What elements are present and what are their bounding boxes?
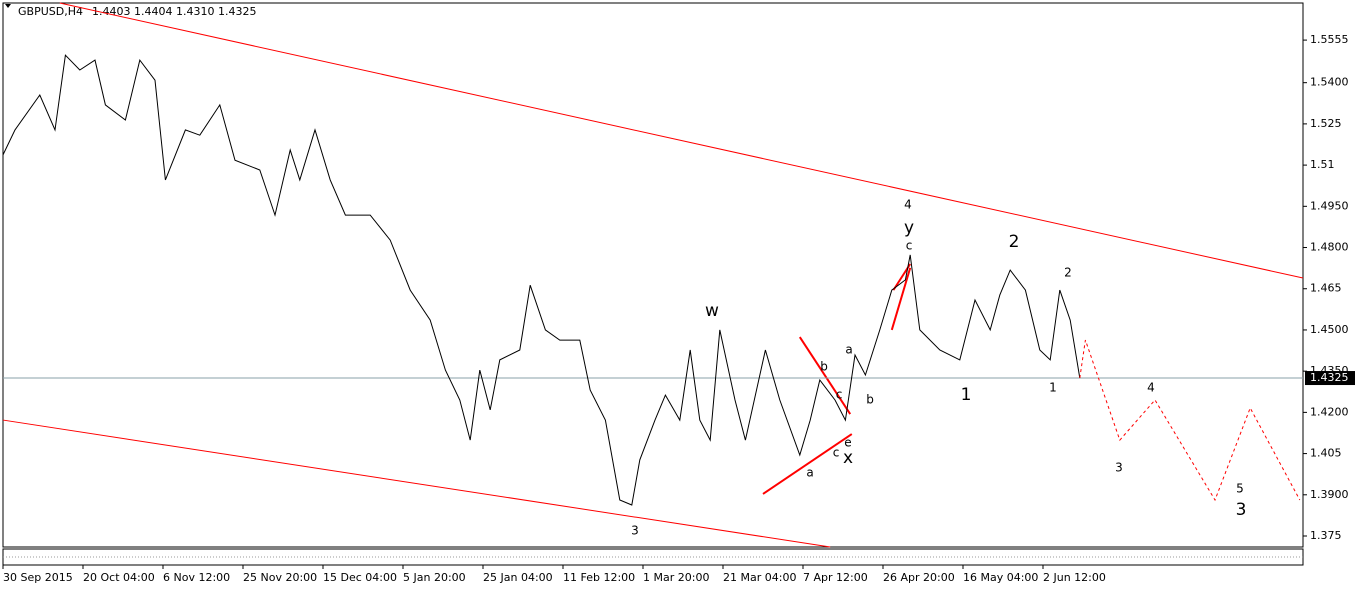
- trendline: [798, 336, 852, 415]
- wave-label: 5: [1236, 482, 1244, 496]
- x-tick-label: 25 Nov 20:00: [243, 571, 317, 584]
- y-tick-label: 1.4200: [1310, 405, 1349, 418]
- wave-label: 3: [631, 524, 639, 538]
- x-tick-label: 15 Dec 04:00: [323, 571, 397, 584]
- x-tick-label: 6 Nov 12:00: [163, 571, 230, 584]
- y-tick-label: 1.51: [1310, 158, 1335, 171]
- y-tick-label: 1.525: [1310, 117, 1342, 130]
- wave-label: b: [866, 393, 874, 407]
- x-tick-label: 16 May 04:00: [963, 571, 1038, 584]
- wave-label: 4: [1147, 381, 1155, 395]
- wave-label: 1: [1049, 381, 1057, 395]
- trendline: [890, 267, 912, 331]
- last-price-box: [1305, 371, 1355, 386]
- wave-label: c: [836, 388, 843, 402]
- y-tick-label: 1.4800: [1310, 241, 1349, 254]
- trendline: [762, 433, 853, 495]
- x-tick-label: 5 Jan 20:00: [403, 571, 466, 584]
- wave-label: 2: [1064, 266, 1072, 280]
- wave-label: 3: [1115, 461, 1123, 475]
- wave-label: 1: [961, 385, 972, 405]
- trendline: [2, 419, 831, 548]
- x-tick-label: 30 Sep 2015: [3, 571, 73, 584]
- wave-label: b: [820, 360, 828, 374]
- x-tick-label: 2 Jun 12:00: [1043, 571, 1106, 584]
- wave-label: e: [844, 436, 851, 450]
- y-tick-label: 1.5400: [1310, 76, 1349, 89]
- wave-label: 4: [904, 198, 912, 212]
- last-price-label: 1.4325: [1310, 371, 1349, 384]
- trendline: [59, 2, 1304, 279]
- x-tick-label: 11 Feb 12:00: [563, 571, 635, 584]
- x-tick-label: 20 Oct 04:00: [83, 571, 155, 584]
- wave-label: y: [904, 218, 914, 238]
- y-tick-label: 1.3900: [1310, 488, 1349, 501]
- symbol-title: GBPUSD,H4: [18, 5, 83, 18]
- plot-frame: [2, 2, 1304, 548]
- menu-arrow[interactable]: [5, 4, 11, 8]
- wave-label: x: [843, 448, 853, 468]
- y-tick-label: 1.405: [1310, 447, 1342, 460]
- wave-label: 2: [1009, 232, 1020, 252]
- x-tick-label: 7 Apr 12:00: [803, 571, 868, 584]
- wave-label: 3: [1236, 500, 1247, 520]
- wave-label: a: [845, 343, 852, 357]
- wave-label: c: [833, 446, 840, 460]
- wave-label: w: [705, 301, 719, 321]
- y-tick-label: 1.5555: [1310, 33, 1349, 46]
- y-tick-label: 1.465: [1310, 282, 1342, 295]
- wave-label: a: [806, 466, 813, 480]
- wave-label: c: [906, 239, 913, 253]
- price-line: [2, 54, 1081, 506]
- x-tick-label: 26 Apr 20:00: [883, 571, 955, 584]
- y-tick-label: 1.375: [1310, 529, 1342, 542]
- x-tick-label: 25 Jan 04:00: [483, 571, 553, 584]
- price-line: [1079, 339, 1301, 502]
- ohlc: 1.4403 1.4404 1.4310 1.4325: [92, 5, 256, 18]
- x-tick-label: 21 Mar 04:00: [723, 571, 796, 584]
- y-tick-label: 1.4500: [1310, 323, 1349, 336]
- y-tick-label: 1.4950: [1310, 199, 1349, 212]
- x-tick-label: 1 Mar 20:00: [643, 571, 709, 584]
